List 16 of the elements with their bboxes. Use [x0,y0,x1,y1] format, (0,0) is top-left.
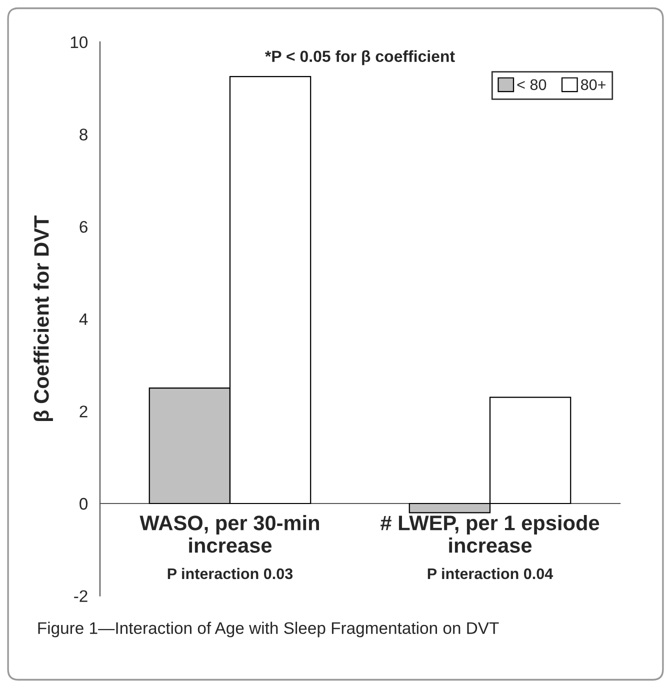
y-tick-label: 4 [79,313,88,325]
annotation: P interaction 0.04 [428,568,554,580]
y-tick-label: 8 [80,128,88,140]
caption: Figure 1—Interaction of Age with Sleep Fragmentation on DVT [38,622,499,638]
y-tick-label: 2 [80,406,88,418]
x-tick-label: # LWEP, per 1 epsiode increase [380,515,600,553]
annotation: P interaction 0.03 [168,568,293,580]
legend-label: < 80 [517,79,546,90]
x-tick-label: WASO, per 30-min increase [140,515,319,553]
y-tick-label: -2 [74,590,88,602]
y-tick-label: 6 [80,220,88,233]
y-axis-title: β Coefficient for DVT [34,216,53,422]
legend-label: 80+ [581,79,606,90]
chart-title: *P < 0.05 for β coefficient [264,50,455,66]
y-tick-label: 10 [70,36,88,48]
y-tick-label: 0 [80,498,88,510]
